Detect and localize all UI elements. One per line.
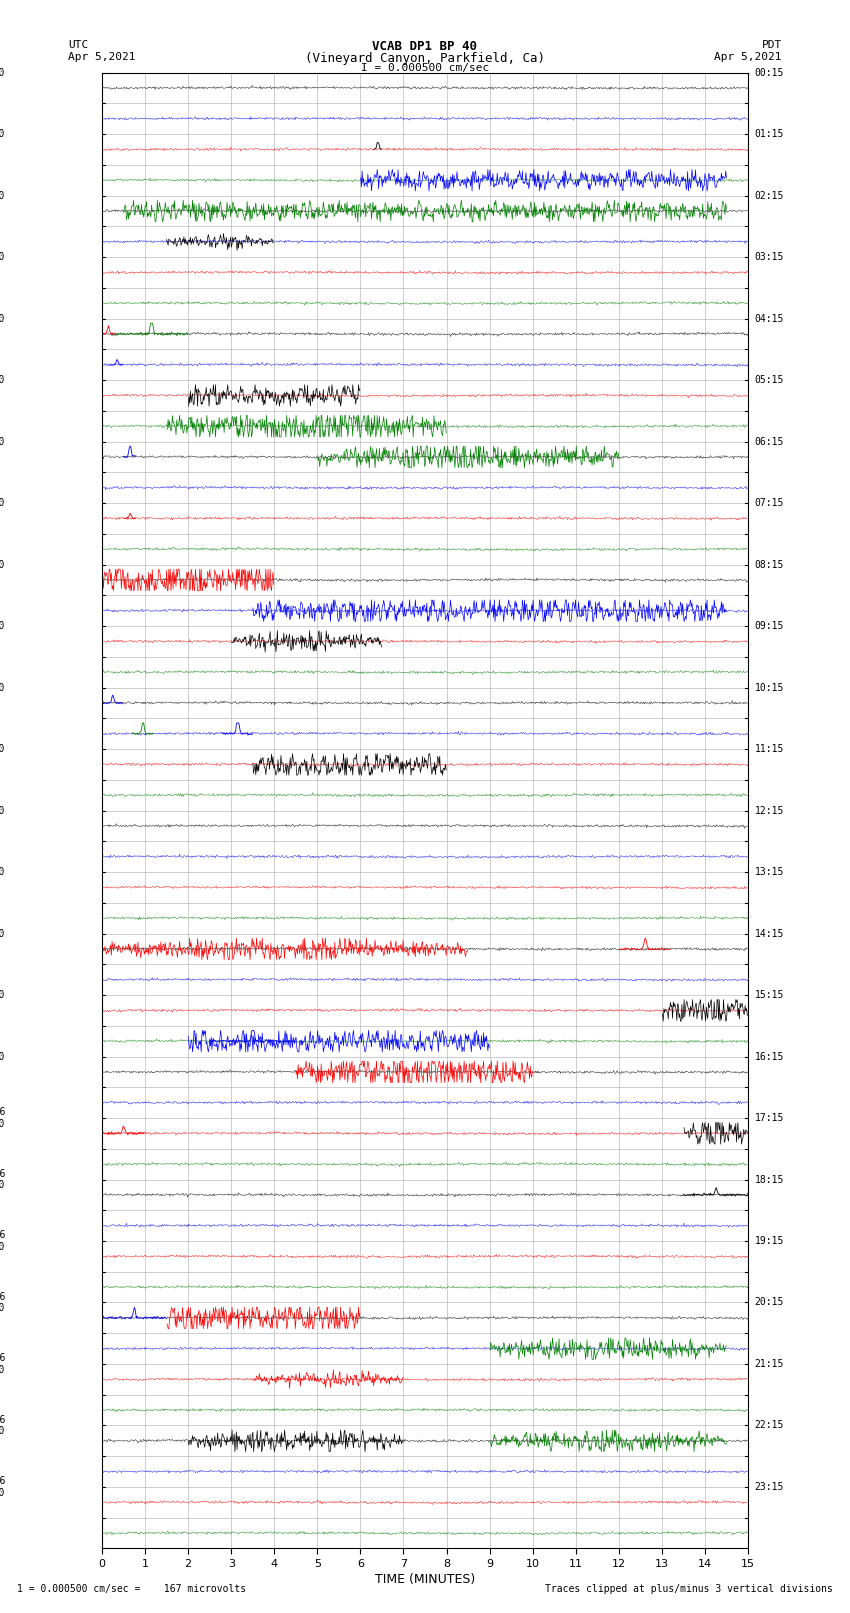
Text: 08:15: 08:15 — [755, 560, 784, 569]
Text: 23:15: 23:15 — [755, 1482, 784, 1492]
Text: 13:00: 13:00 — [0, 437, 5, 447]
Text: 12:15: 12:15 — [755, 805, 784, 816]
Text: 18:00: 18:00 — [0, 744, 5, 753]
Text: 1 = 0.000500 cm/sec =    167 microvolts: 1 = 0.000500 cm/sec = 167 microvolts — [17, 1584, 246, 1594]
Text: 21:00: 21:00 — [0, 929, 5, 939]
Text: Apr 6
06:00: Apr 6 06:00 — [0, 1476, 5, 1498]
Text: 11:15: 11:15 — [755, 744, 784, 753]
Text: I = 0.000500 cm/sec: I = 0.000500 cm/sec — [361, 63, 489, 73]
Text: 12:00: 12:00 — [0, 376, 5, 386]
Text: 08:00: 08:00 — [0, 129, 5, 139]
Text: Apr 5,2021: Apr 5,2021 — [68, 52, 135, 61]
Text: 11:00: 11:00 — [0, 313, 5, 324]
Text: 22:00: 22:00 — [0, 990, 5, 1000]
X-axis label: TIME (MINUTES): TIME (MINUTES) — [375, 1573, 475, 1586]
Text: 20:15: 20:15 — [755, 1297, 784, 1308]
Text: 19:00: 19:00 — [0, 805, 5, 816]
Text: Apr 6
00:00: Apr 6 00:00 — [0, 1107, 5, 1129]
Text: PDT: PDT — [762, 40, 782, 50]
Text: 10:00: 10:00 — [0, 252, 5, 261]
Text: 17:00: 17:00 — [0, 682, 5, 692]
Text: 07:15: 07:15 — [755, 498, 784, 508]
Text: Apr 5,2021: Apr 5,2021 — [715, 52, 782, 61]
Text: 14:00: 14:00 — [0, 498, 5, 508]
Text: 07:00: 07:00 — [0, 68, 5, 77]
Text: 00:15: 00:15 — [755, 68, 784, 77]
Text: 06:15: 06:15 — [755, 437, 784, 447]
Text: 20:00: 20:00 — [0, 868, 5, 877]
Text: 21:15: 21:15 — [755, 1360, 784, 1369]
Text: Traces clipped at plus/minus 3 vertical divisions: Traces clipped at plus/minus 3 vertical … — [545, 1584, 833, 1594]
Text: Apr 6
01:00: Apr 6 01:00 — [0, 1169, 5, 1190]
Text: Apr 6
05:00: Apr 6 05:00 — [0, 1415, 5, 1436]
Text: 09:15: 09:15 — [755, 621, 784, 631]
Text: 03:15: 03:15 — [755, 252, 784, 261]
Text: 01:15: 01:15 — [755, 129, 784, 139]
Text: 13:15: 13:15 — [755, 868, 784, 877]
Text: 16:00: 16:00 — [0, 621, 5, 631]
Text: 05:15: 05:15 — [755, 376, 784, 386]
Text: 23:00: 23:00 — [0, 1052, 5, 1061]
Text: 16:15: 16:15 — [755, 1052, 784, 1061]
Text: 15:00: 15:00 — [0, 560, 5, 569]
Text: Apr 6
02:00: Apr 6 02:00 — [0, 1231, 5, 1252]
Text: 04:15: 04:15 — [755, 313, 784, 324]
Text: 09:00: 09:00 — [0, 190, 5, 200]
Text: Apr 6
03:00: Apr 6 03:00 — [0, 1292, 5, 1313]
Text: 02:15: 02:15 — [755, 190, 784, 200]
Text: VCAB DP1 BP 40: VCAB DP1 BP 40 — [372, 40, 478, 53]
Text: UTC: UTC — [68, 40, 88, 50]
Text: 19:15: 19:15 — [755, 1236, 784, 1245]
Text: (Vineyard Canyon, Parkfield, Ca): (Vineyard Canyon, Parkfield, Ca) — [305, 52, 545, 65]
Text: 14:15: 14:15 — [755, 929, 784, 939]
Text: Apr 6
04:00: Apr 6 04:00 — [0, 1353, 5, 1374]
Text: 10:15: 10:15 — [755, 682, 784, 692]
Text: 18:15: 18:15 — [755, 1174, 784, 1184]
Text: 17:15: 17:15 — [755, 1113, 784, 1123]
Text: 22:15: 22:15 — [755, 1421, 784, 1431]
Text: 15:15: 15:15 — [755, 990, 784, 1000]
